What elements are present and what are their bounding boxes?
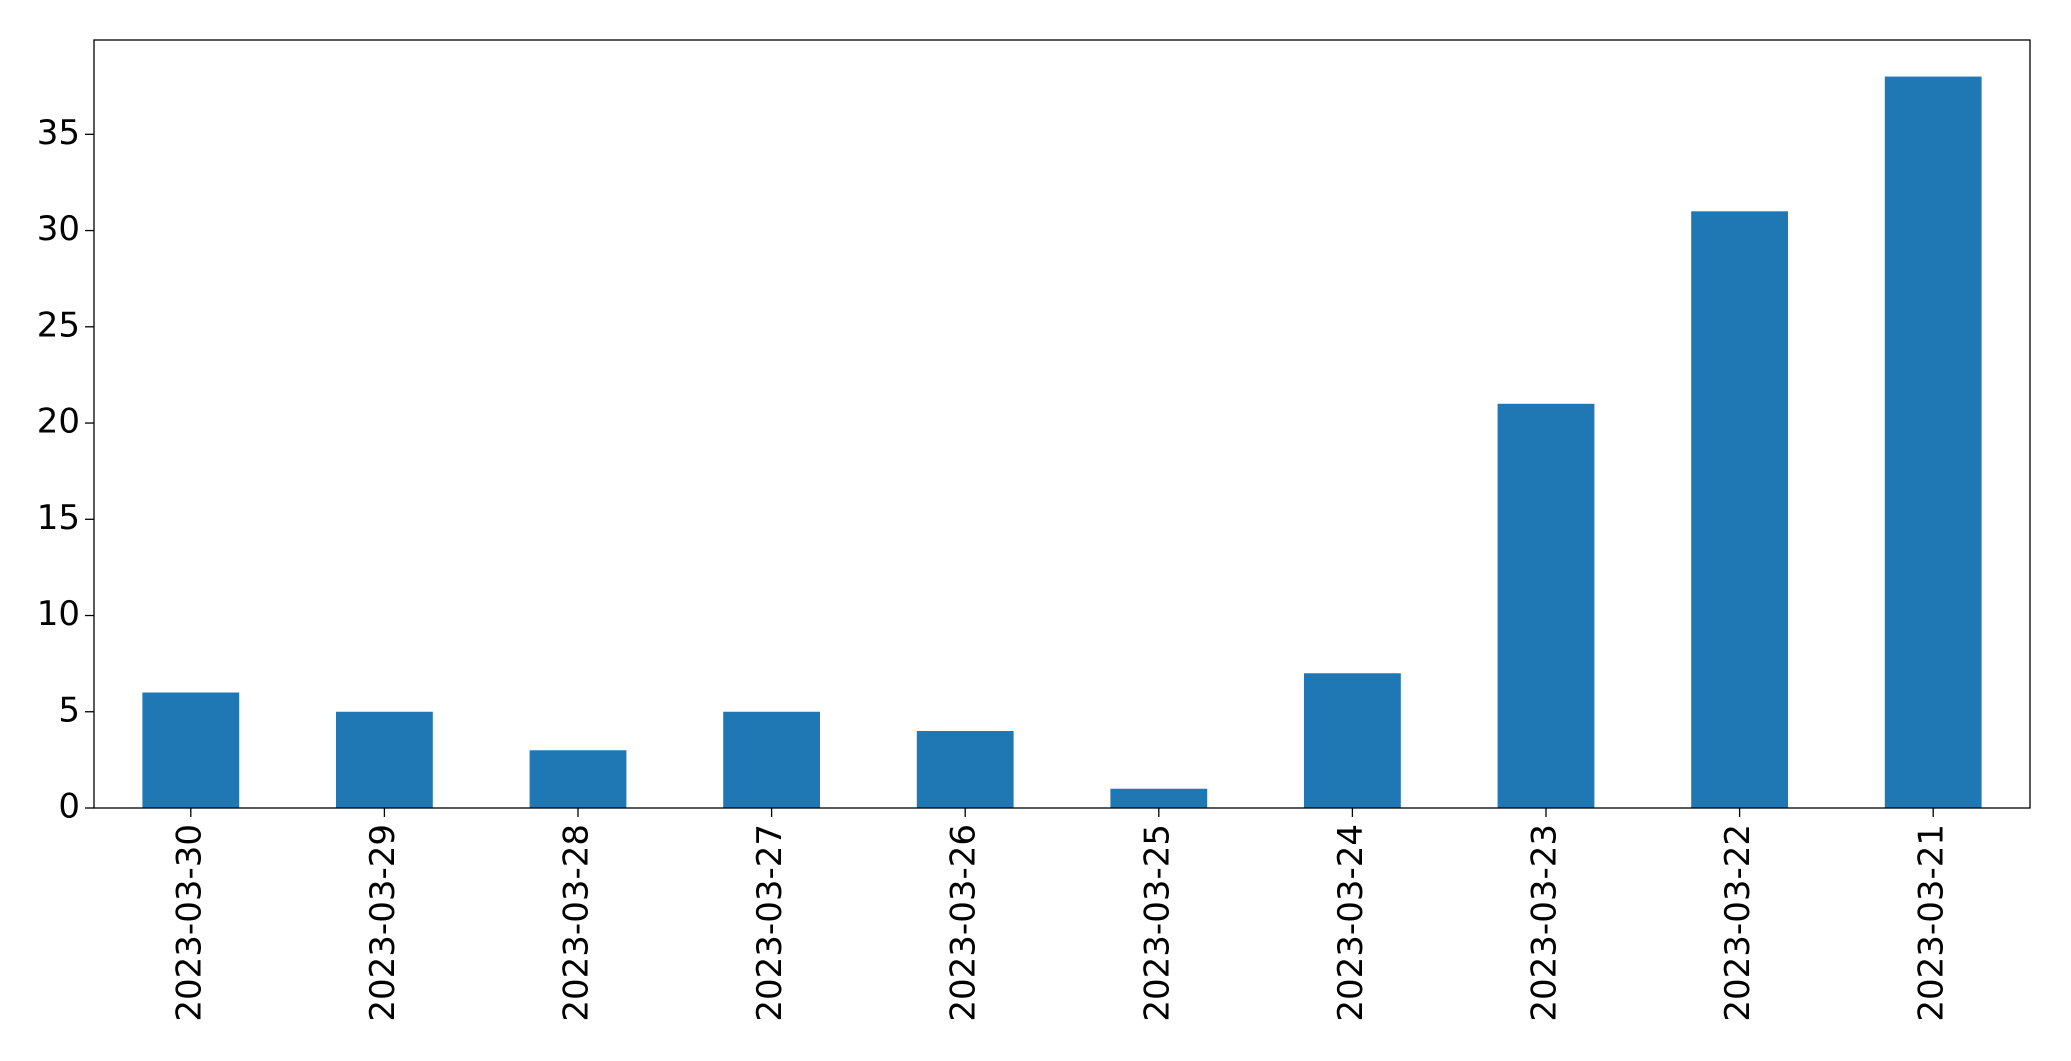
- y-tick-label: 10: [37, 594, 80, 634]
- bar: [1304, 673, 1401, 808]
- x-tick-label: 2023-03-24: [1331, 824, 1371, 1022]
- bar: [1497, 403, 1595, 808]
- bar: [1884, 76, 1982, 809]
- bar: [1110, 788, 1208, 808]
- x-tick-label: 2023-03-25: [1137, 824, 1177, 1022]
- x-tick-label: 2023-03-26: [944, 824, 984, 1022]
- x-tick-label: 2023-03-23: [1525, 824, 1565, 1022]
- y-tick-label: 15: [37, 498, 80, 538]
- x-tick-label: 2023-03-22: [1718, 824, 1758, 1022]
- y-tick-label: 20: [37, 402, 80, 442]
- bar: [529, 750, 627, 808]
- y-tick-label: 0: [58, 787, 80, 827]
- x-tick-label: 2023-03-28: [557, 824, 597, 1022]
- bar: [336, 711, 433, 808]
- x-tick-label: 2023-03-29: [363, 824, 403, 1022]
- y-tick-label: 5: [58, 690, 80, 730]
- bar: [142, 692, 240, 808]
- bar: [916, 731, 1014, 808]
- plot-frame: [93, 39, 2031, 809]
- x-tick-label: 2023-03-27: [750, 824, 790, 1022]
- y-tick-label: 30: [37, 209, 80, 249]
- x-tick-label: 2023-03-21: [1912, 824, 1952, 1022]
- y-tick-label: 35: [37, 113, 80, 153]
- bar: [723, 711, 820, 808]
- y-tick-label: 25: [37, 305, 80, 345]
- bar: [1691, 211, 1788, 808]
- x-tick-label: 2023-03-30: [169, 824, 209, 1022]
